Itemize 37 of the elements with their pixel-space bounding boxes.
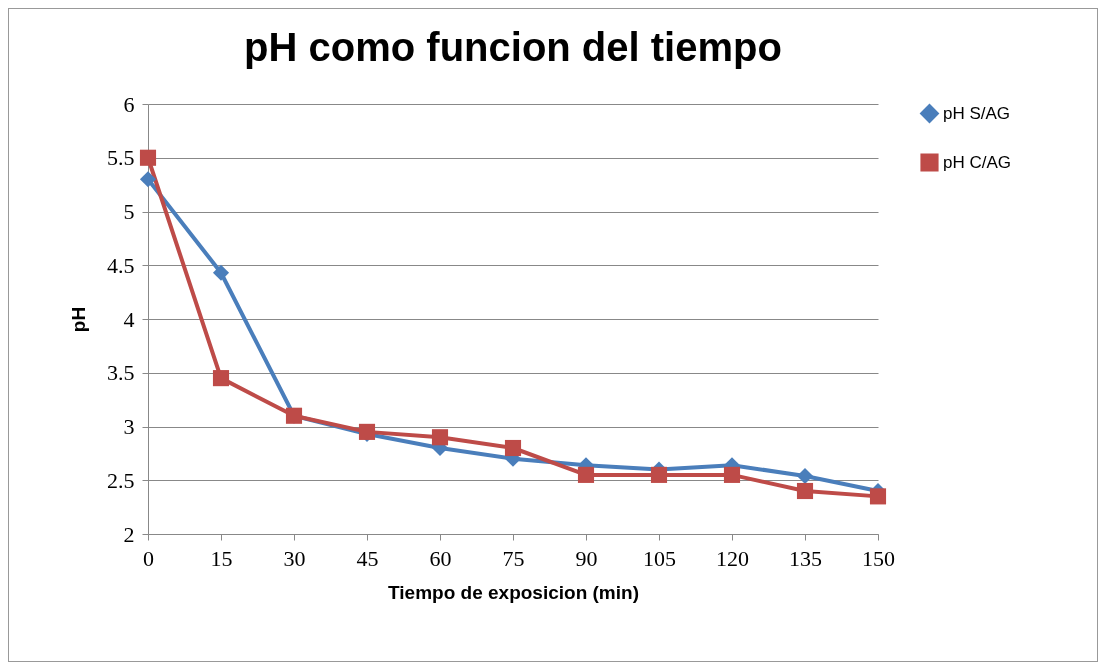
y-tick-label: 4.5	[107, 252, 135, 278]
y-tick-label: 5	[123, 199, 135, 224]
point	[796, 467, 814, 485]
point	[650, 466, 668, 483]
y-tick-label: 3.5	[107, 360, 135, 386]
x-tick-label: 75	[502, 545, 525, 571]
point	[504, 439, 522, 457]
y-tick-label: 6	[123, 91, 135, 117]
point	[139, 149, 157, 166]
x-tick-label: 0	[143, 545, 154, 571]
point	[869, 488, 887, 505]
x-tick-label: 150	[862, 545, 895, 571]
x-tick-label: 135	[789, 545, 822, 571]
legend-label: pH S/AG	[943, 103, 1011, 123]
point	[577, 466, 595, 483]
x-tick-label: 15	[210, 545, 233, 571]
x-tick-label: 90	[575, 545, 598, 571]
y-tick-label: 2	[123, 521, 135, 547]
y-tick-label: 5.5	[107, 145, 135, 171]
x-tick-label: 105	[643, 545, 676, 571]
x-tick-label: 30	[283, 545, 306, 571]
y-axis-title: pH	[68, 306, 89, 333]
point	[212, 264, 230, 281]
chart-title: pH como funcion del tiempo	[244, 25, 782, 69]
point	[723, 466, 741, 483]
point	[431, 429, 449, 446]
x-tick-label: 60	[429, 545, 452, 571]
y-tick-label: 4	[123, 306, 135, 332]
legend-label: pH C/AG	[943, 152, 1012, 172]
y-tick-label: 3	[123, 414, 135, 439]
y-tick-label: 2.5	[107, 467, 135, 493]
x-tick-label: 45	[356, 545, 379, 571]
x-tick-label: 120	[716, 545, 749, 571]
point	[139, 171, 157, 188]
x-axis-title: Tiempo de exposicion (min)	[388, 581, 639, 603]
point	[796, 482, 814, 500]
point	[212, 370, 230, 387]
